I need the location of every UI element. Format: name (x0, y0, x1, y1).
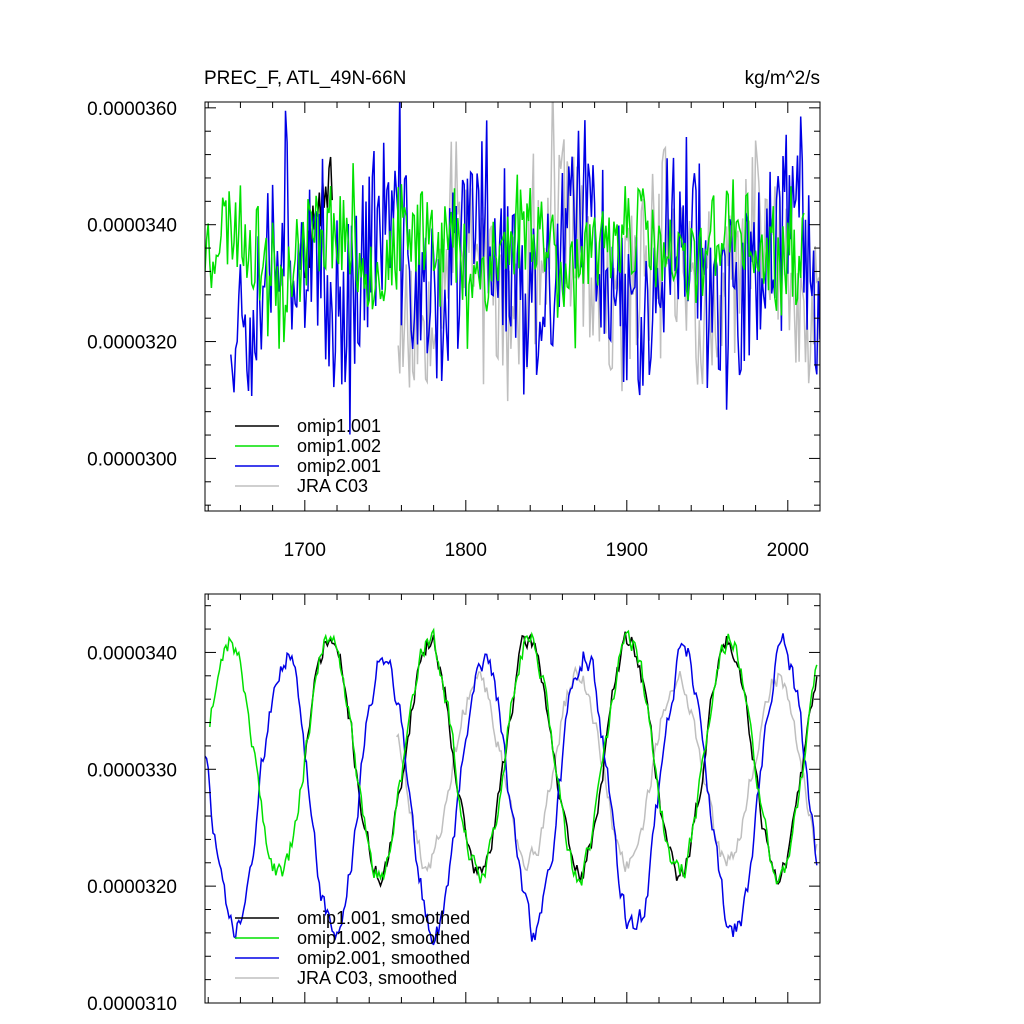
series-line-omip1-001 (304, 156, 333, 279)
chart-units: kg/m^2/s (745, 68, 820, 89)
y-tick-label: 0.0000340 (87, 216, 177, 237)
legend-label: omip2.001, smoothed (297, 948, 470, 968)
legend-label: omip1.002 (297, 436, 381, 456)
y-tick-label: 0.0000300 (87, 449, 177, 470)
y-tick-label: 0.0000340 (87, 643, 177, 664)
series-line-omip2-001 (230, 102, 820, 435)
bottom-panel: 0.0000310 0.0000320 0.0000330 0.0000340 omip… (87, 593, 821, 1015)
y-tick-label: 0.0000360 (87, 99, 177, 120)
x-tick-label: 1800 (445, 540, 487, 561)
legend-label: JRA C03 (297, 476, 368, 496)
series-line-jra-c03 (397, 102, 820, 402)
chart-title: PREC_F, ATL_49N-66N (204, 68, 406, 89)
plot-area (205, 627, 818, 946)
x-tick-label: 2000 (767, 540, 809, 561)
top-panel: 0.0000300 0.0000320 0.0000340 0.0000360 1700… (87, 99, 821, 561)
plot-area (205, 102, 820, 435)
y-tick-label: 0.0000330 (87, 760, 177, 781)
y-tick-label: 0.0000320 (87, 333, 177, 354)
legend-label: omip1.001, smoothed (297, 908, 470, 928)
series-line-omip2-001-smoothed (205, 633, 818, 946)
x-tick-label: 1900 (606, 540, 648, 561)
legend-label: omip1.002, smoothed (297, 928, 470, 948)
plot-frame (204, 593, 821, 1004)
legend-label: omip1.001 (297, 416, 381, 436)
y-tick-label: 0.0000310 (87, 994, 177, 1015)
legend-label: omip2.001 (297, 456, 381, 476)
legend-label: JRA C03, smoothed (297, 968, 457, 988)
y-tick-label: 0.0000320 (87, 877, 177, 898)
x-tick-label: 1700 (284, 540, 326, 561)
series-line-jra-c03-smoothed (396, 665, 818, 873)
series-line-omip1-002-smoothed (209, 627, 818, 886)
plot-frame (204, 101, 821, 512)
series-line-omip1-002 (205, 163, 805, 349)
